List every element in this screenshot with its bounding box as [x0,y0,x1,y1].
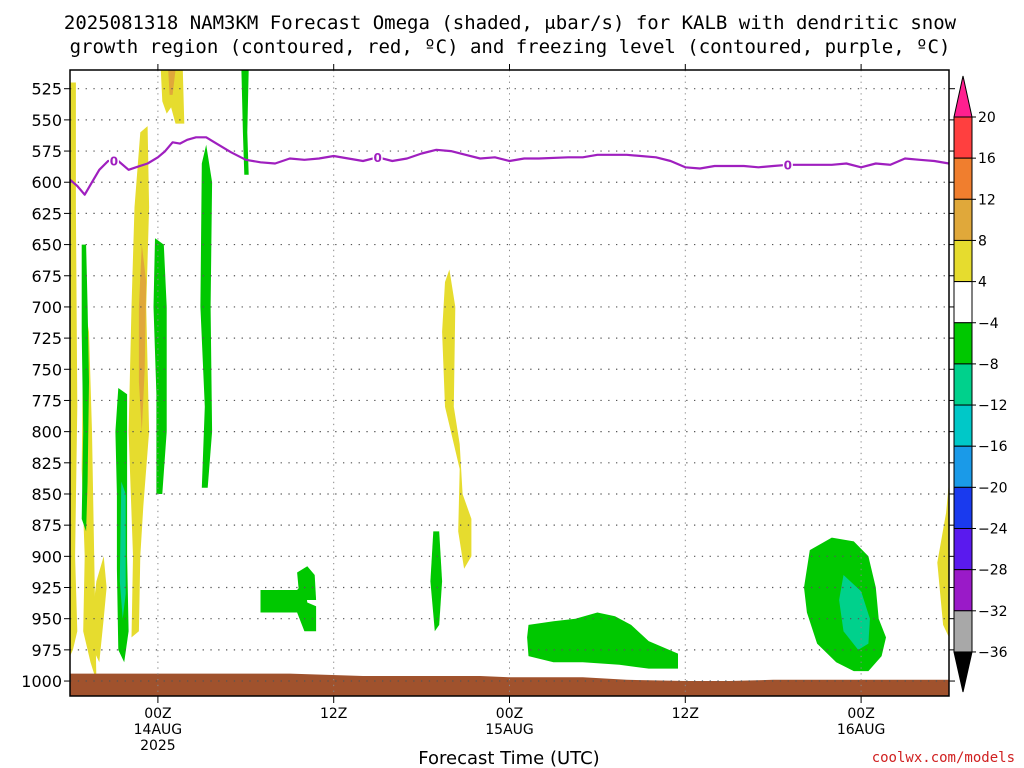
colorbar-swatch-8 [953,404,973,447]
colorbar-label-5: −4 [978,316,999,332]
plot-background [70,70,949,696]
ytick-label-725: 725 [31,329,62,348]
colorbar-label-9: −20 [978,480,1008,496]
xtick-label-18-1: 12Z [320,706,347,722]
ytick-label-875: 875 [31,516,62,535]
ytick-label-550: 550 [31,111,62,130]
colorbar-label-13: −36 [978,645,1008,661]
ytick-label-575: 575 [31,142,62,161]
xtick-label-6-2: 14AUG [134,722,183,738]
freezing-level-label-0: 0 [110,155,118,169]
freezing-label-bg-0 [108,153,119,168]
colorbar-swatch-1 [953,116,973,159]
colorbar-label-7: −12 [978,398,1008,414]
colorbar-swatch-7 [953,363,973,406]
ytick-label-950: 950 [31,610,62,629]
xtick-label-30-2: 15AUG [485,722,534,738]
y-axis-ticks: 525 550 575 600 625 650 675 700 725 750 775 800 825 8… [21,80,955,691]
omega-region-2 [92,556,107,663]
colorbar-label-3: 8 [978,233,987,249]
ytick-label-800: 800 [31,423,62,442]
omega-region-7 [442,269,472,569]
colorbar-label-10: −24 [978,522,1008,538]
colorbar-label-12: −32 [978,604,1008,620]
ytick-label-650: 650 [31,236,62,255]
freezing-level-label-1: 0 [373,151,381,165]
ytick-label-825: 825 [31,454,62,473]
x-axis-label: Forecast Time (UTC) [418,748,599,768]
freezing-level-label-2: 0 [784,158,792,172]
chart-title-line2: growth region (contoured, red, ºC) and f… [70,36,951,58]
colorbar-swatch-11 [953,528,973,571]
site-credit: coolwx.com/models [872,750,1015,766]
colorbar-swatch-2 [953,157,973,200]
ytick-label-775: 775 [31,391,62,410]
omega-region-20 [839,575,870,650]
ytick-label-675: 675 [31,267,62,286]
colorbar-swatch-4 [953,239,973,283]
colorbar-label-2: 12 [978,192,996,208]
ytick-label-625: 625 [31,204,62,223]
chart-title-line1: 2025081318 NAM3KM Forecast Omega (shaded… [64,12,957,34]
colorbar-bottom-arrow [953,651,973,693]
colorbar-swatch-6 [953,322,973,365]
ytick-label-525: 525 [31,80,62,99]
ytick-label-975: 975 [31,641,62,660]
omega-region-8 [937,481,949,638]
freezing-level-line [69,136,950,196]
xtick-label-6-1: 00Z [144,706,171,722]
ytick-label-1000: 1000 [21,672,62,691]
omega-region-11 [119,481,126,619]
xtick-label-30-1: 00Z [496,706,523,722]
colorbar-label-8: −16 [978,439,1008,455]
omega-region-14 [241,70,249,175]
xtick-label-54-1: 00Z [847,706,874,722]
colorbar-label-0: 20 [978,110,996,126]
colorbar-swatch-10 [953,486,973,530]
ytick-label-925: 925 [31,579,62,598]
omega-region-16 [297,566,317,600]
ytick-label-900: 900 [31,547,62,566]
colorbar-swatch-5 [953,281,973,324]
omega-region-12 [153,238,167,494]
freezing-label-bg-1 [372,149,383,164]
freezing-label-bg-2 [782,156,793,171]
omega-region-0 [70,82,78,657]
colorbar: 20 16 12 8 4 −4 −8 −12 −16 −20 −24 −28 −32 −36 [953,75,1008,693]
colorbar-swatch-13 [953,610,973,653]
colorbar-swatch-12 [953,569,973,612]
omega-region-13 [200,144,213,488]
ytick-label-850: 850 [31,485,62,504]
omega-region-18 [527,612,678,669]
colorbar-swatch-3 [953,198,973,241]
omega-region-3 [128,126,150,638]
omega-region-9 [81,244,89,532]
colorbar-label-11: −28 [978,563,1008,579]
colorbar-top-arrow [953,75,973,118]
ytick-label-700: 700 [31,298,62,317]
omega-region-17 [430,531,443,632]
omega-region-4 [138,244,147,432]
ytick-label-750: 750 [31,360,62,379]
colorbar-label-6: −8 [978,357,999,373]
freezing-level-contour: 0 0 0 [69,136,950,196]
colorbar-swatch-9 [953,445,973,488]
omega-shading [70,70,949,681]
xtick-label-6-3: 2025 [140,738,176,754]
omega-region-6 [168,70,176,95]
ytick-label-600: 600 [31,173,62,192]
colorbar-label-4: 4 [978,275,987,291]
omega-region-5 [160,70,185,124]
xtick-label-42-1: 12Z [672,706,699,722]
xtick-label-54-2: 16AUG [837,722,886,738]
colorbar-label-1: 16 [978,151,996,167]
